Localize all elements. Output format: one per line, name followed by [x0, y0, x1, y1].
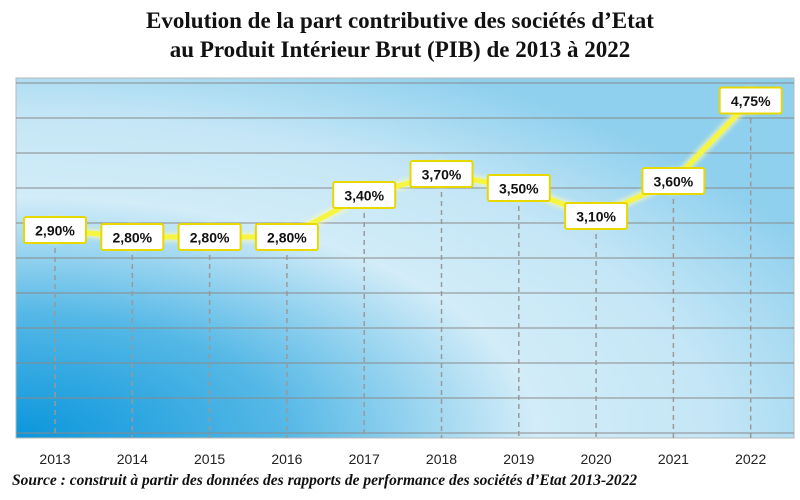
data-label-box	[177, 223, 242, 251]
x-axis-ticks: 2013 2014 2015 2016 2017 2018 2019 2020 2021 2022	[39, 451, 766, 467]
data-label: 2,80%	[112, 230, 152, 246]
data-label-box	[564, 202, 629, 230]
data-label: 3,10%	[576, 209, 616, 225]
data-label: 3,50%	[499, 181, 539, 197]
x-tick-label: 2013	[39, 451, 70, 467]
data-label: 2,90%	[35, 223, 75, 239]
x-tick-label: 2022	[735, 451, 766, 467]
data-label-box	[332, 181, 397, 209]
data-label: 3,70%	[422, 167, 462, 183]
data-label: 3,40%	[344, 188, 384, 204]
data-label: 3,60%	[654, 174, 694, 190]
data-label-box	[409, 160, 474, 188]
x-tick-label: 2015	[194, 451, 225, 467]
drop-lines	[54, 100, 752, 438]
data-label-box	[486, 174, 551, 202]
source-note: Source : construit à partir des données …	[12, 472, 638, 489]
data-label: 2,80%	[267, 230, 307, 246]
data-points: 2,90% 2,80% 2,80% 2,80% 3,40% 3,70% 3,50% 3,10%…	[23, 86, 783, 251]
data-label-box	[254, 223, 319, 251]
data-label-box	[23, 216, 87, 244]
x-tick-label: 2018	[426, 451, 457, 467]
data-label-box	[100, 223, 165, 251]
x-tick-label: 2014	[117, 451, 148, 467]
chart-title-line1: Evolution de la part contributive des so…	[146, 8, 654, 33]
series-line-path	[54, 98, 753, 240]
x-tick-label: 2017	[349, 451, 380, 467]
x-tick-label: 2020	[581, 451, 612, 467]
series-line	[54, 97, 754, 242]
data-label-box	[641, 167, 706, 195]
data-label-box	[718, 86, 783, 115]
x-tick-label: 2019	[503, 451, 534, 467]
x-tick-label: 2016	[271, 451, 302, 467]
chart-title-line2: au Produit Intérieur Brut (PIB) de 2013 …	[169, 37, 631, 62]
x-tick-label: 2021	[658, 451, 689, 467]
data-label: 2,80%	[190, 230, 230, 246]
data-label: 4,75%	[731, 93, 771, 109]
